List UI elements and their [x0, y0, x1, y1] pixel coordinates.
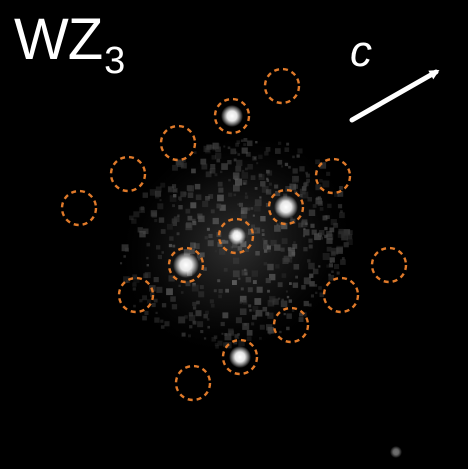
- bright-spot: [221, 105, 243, 127]
- marker-circle: [314, 157, 352, 195]
- marker-circle: [263, 67, 301, 105]
- panel-label: WZ3: [14, 7, 125, 83]
- marker-circle: [213, 97, 251, 135]
- panel-label-subscript: 3: [104, 40, 125, 82]
- marker-circle: [60, 189, 98, 227]
- marker-circle: [272, 306, 310, 344]
- panel-label-main: WZ: [14, 7, 103, 72]
- bright-spot: [274, 195, 298, 219]
- marker-circle: [159, 124, 197, 162]
- bright-spot: [229, 346, 251, 368]
- c-axis-label: c: [350, 27, 372, 76]
- marker-circle: [109, 155, 147, 193]
- bright-spot: [228, 227, 246, 245]
- marker-circle: [167, 246, 205, 284]
- marker-circle: [221, 338, 259, 376]
- marker-circle: [322, 276, 360, 314]
- diffuse-speckle: [120, 138, 353, 349]
- marker-circle: [370, 246, 408, 284]
- bright-spots: [173, 105, 402, 458]
- c-axis-arrow: [349, 69, 440, 123]
- faint-spot: [390, 446, 402, 458]
- marker-circles: [60, 67, 408, 402]
- marker-circle: [117, 276, 155, 314]
- bright-spot: [173, 252, 199, 278]
- marker-circle: [267, 188, 305, 226]
- marker-circle: [174, 364, 212, 402]
- marker-circle: [217, 217, 255, 255]
